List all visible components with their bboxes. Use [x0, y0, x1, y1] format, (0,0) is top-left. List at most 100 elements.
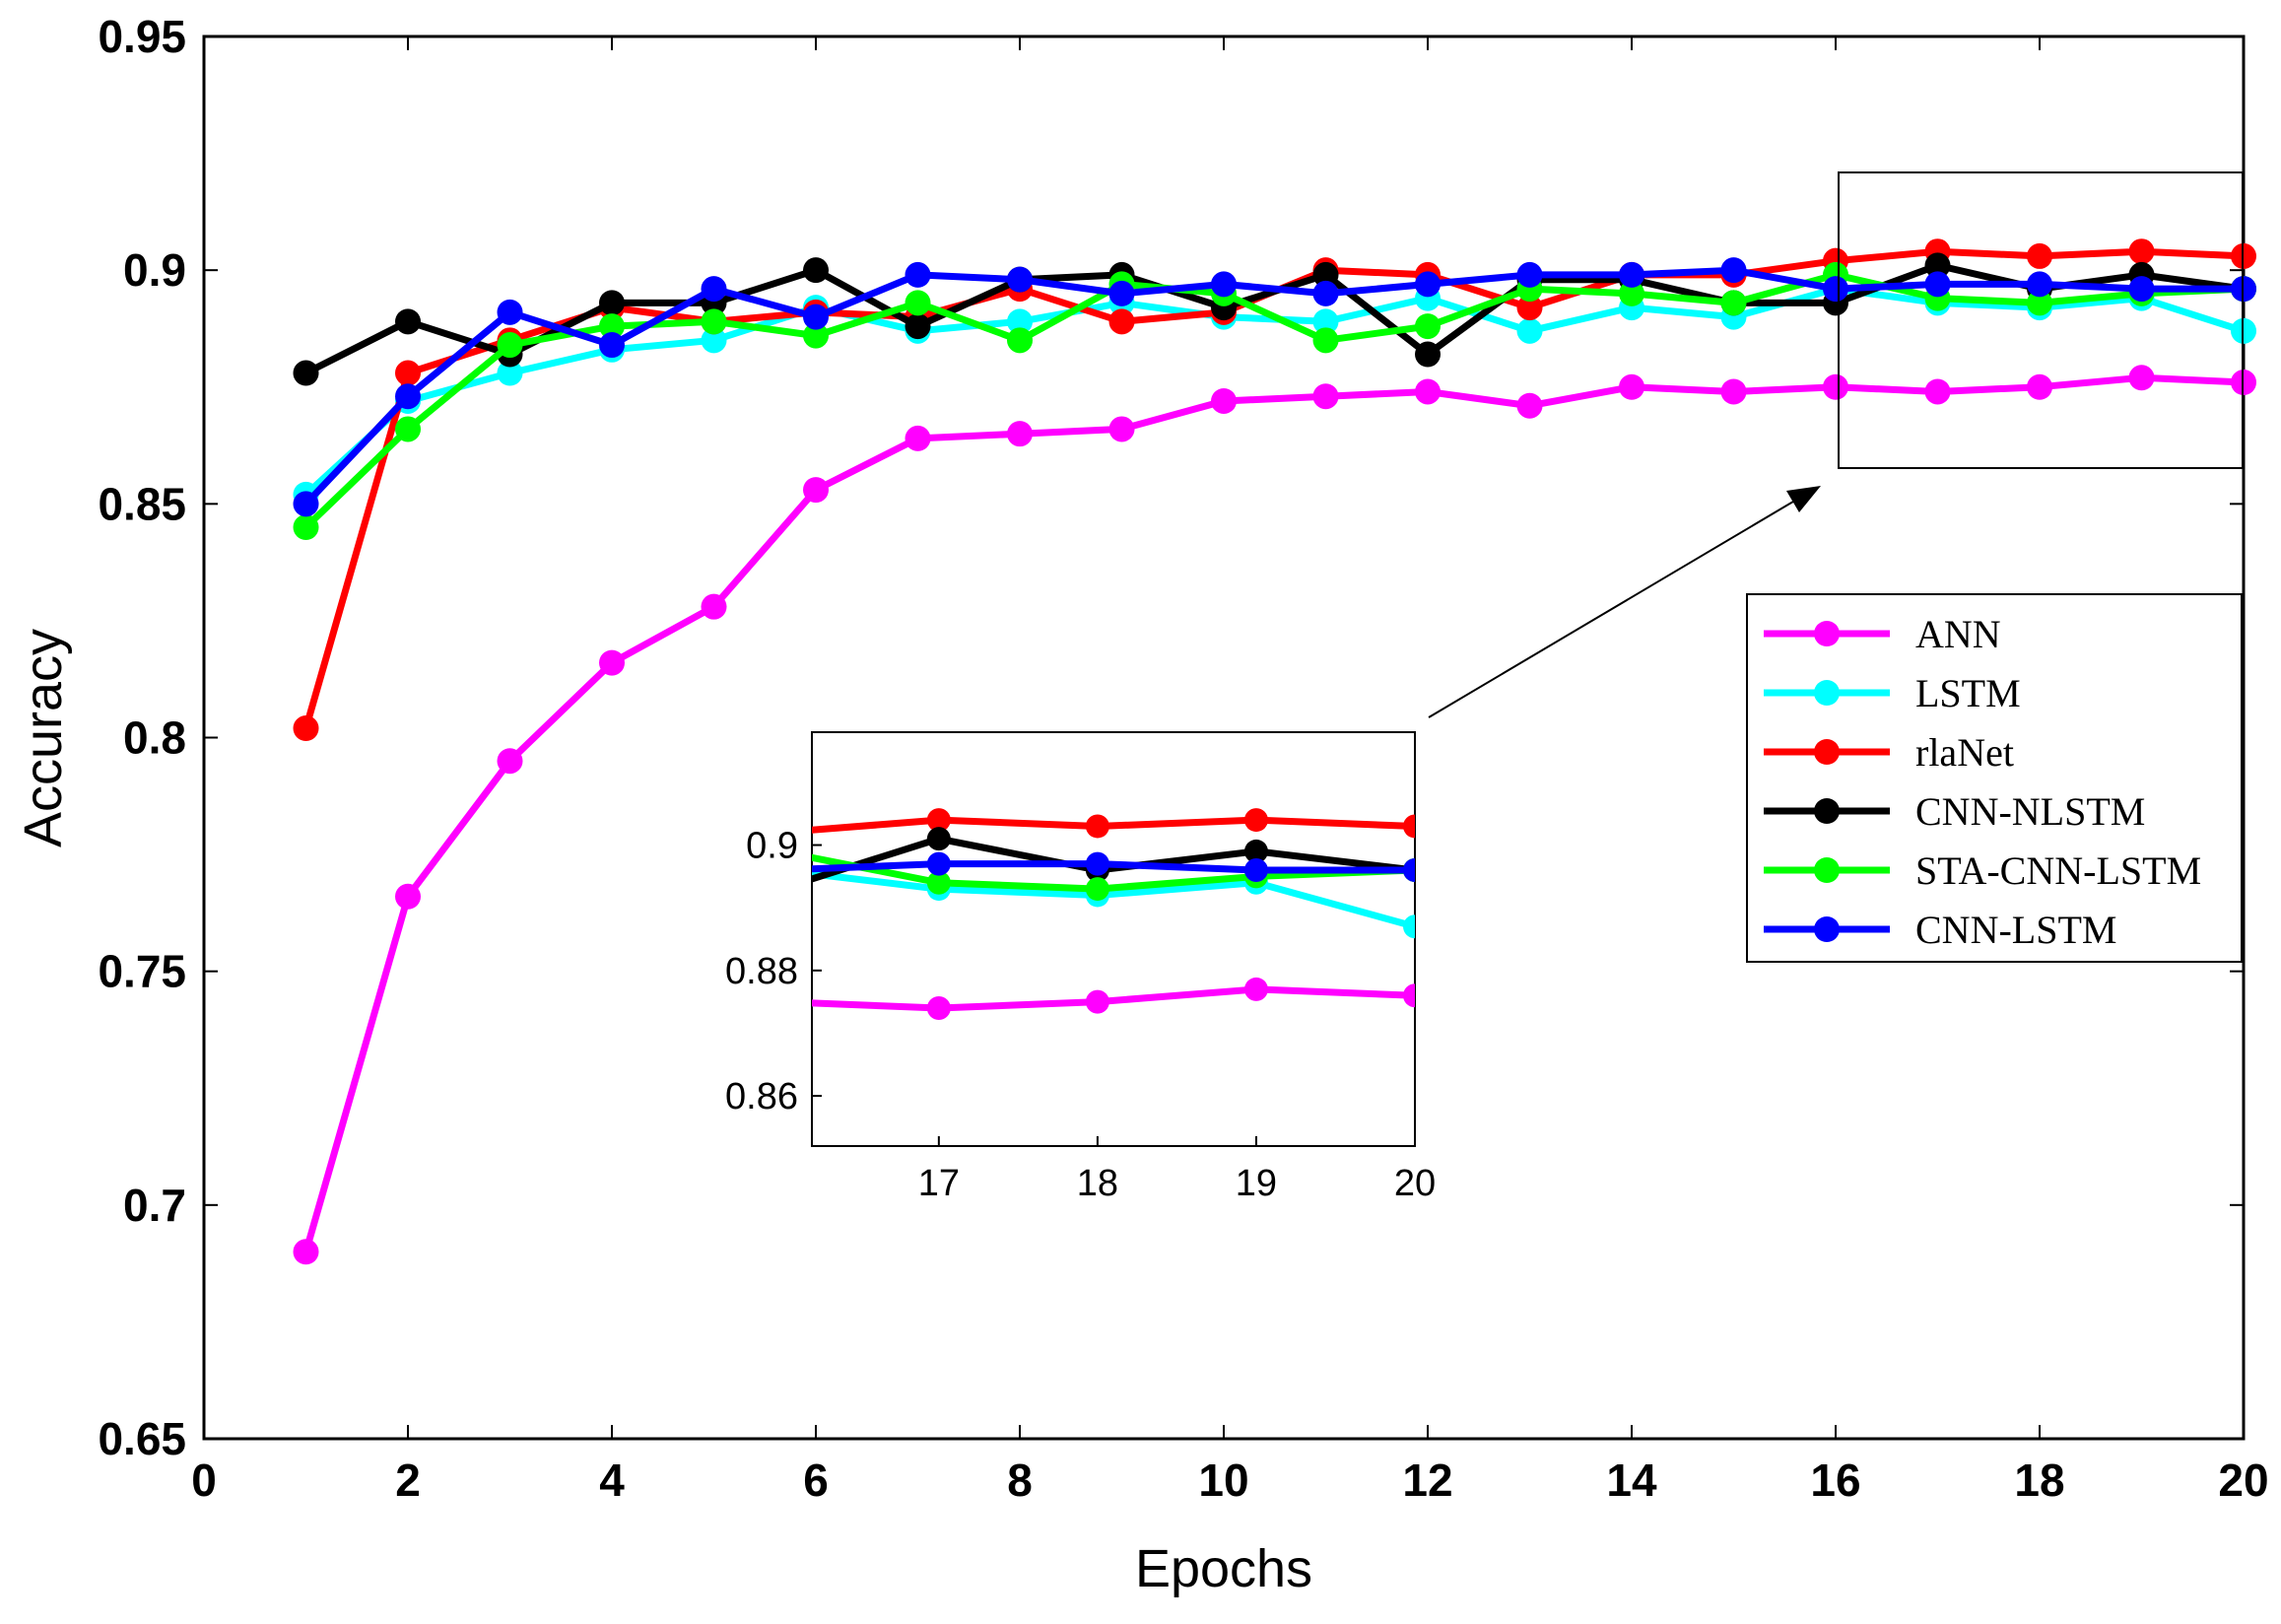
- data-point-sta-cnn-lstm: [1619, 280, 1644, 306]
- data-point-lstm: [497, 360, 523, 386]
- data-point-ann: [1415, 378, 1441, 405]
- data-point-cnn-lstm: [1007, 266, 1033, 293]
- data-point-ann: [1108, 416, 1135, 442]
- data-point-cnn-lstm: [701, 276, 727, 303]
- data-point-sta-cnn-lstm: [497, 332, 523, 359]
- data-point-rlanet: [1516, 295, 1543, 321]
- x-tick-label: 4: [599, 1455, 625, 1506]
- legend-label: CNN-NLSTM: [1915, 789, 2145, 834]
- inset-axis-ticks: 17 18 19 20 0.86 0.88 0.9: [725, 826, 1436, 1204]
- x-tick-label: 18: [2014, 1455, 2064, 1506]
- inset-data-point-ann: [1403, 983, 1415, 1008]
- data-point-cnn-lstm: [1619, 261, 1644, 288]
- data-point-ann: [905, 425, 931, 451]
- inset-data-point-rlanet: [1085, 814, 1109, 839]
- data-point-cnn-lstm: [803, 304, 829, 330]
- inset-data-point-cnn-lstm: [1243, 858, 1268, 882]
- inset-y-tick-label: 0.88: [725, 951, 798, 992]
- data-point-cnn-nlstm: [1415, 341, 1441, 368]
- data-point-cnn-lstm: [395, 383, 421, 410]
- legend-item-sta-cnn-lstm: STA-CNN-LSTM: [1764, 848, 2201, 893]
- data-point-cnn-nlstm: [1924, 252, 1951, 279]
- data-point-sta-cnn-lstm: [1720, 290, 1747, 316]
- data-point-sta-cnn-lstm: [905, 290, 931, 316]
- data-point-cnn-nlstm: [395, 308, 421, 335]
- legend-box: [1746, 593, 2243, 963]
- x-tick-label: 14: [1606, 1455, 1657, 1506]
- inset-data-point-cnn-nlstm: [926, 827, 951, 851]
- series-line-cnn-lstm: [302, 266, 2244, 507]
- inset-x-tick-label: 19: [1236, 1163, 1277, 1204]
- data-point-sta-cnn-lstm: [2027, 290, 2052, 316]
- x-tick-label: 10: [1198, 1455, 1248, 1506]
- data-point-cnn-lstm: [497, 299, 523, 325]
- x-tick-label: 2: [395, 1455, 421, 1506]
- data-point-ann: [599, 649, 625, 676]
- inset-data-point-sta-cnn-lstm: [1085, 877, 1109, 902]
- inset-data-point-ann: [1085, 989, 1109, 1014]
- inset-data-point-rlanet: [1403, 814, 1415, 839]
- x-tick-label: 6: [803, 1455, 829, 1506]
- inset-data-point-cnn-lstm: [926, 851, 951, 876]
- data-point-cnn-lstm: [1108, 280, 1135, 306]
- data-point-cnn-nlstm: [905, 313, 931, 340]
- legend-item-cnn-nlstm: CNN-NLSTM: [1764, 789, 2145, 834]
- data-point-cnn-nlstm: [599, 290, 625, 316]
- legend-marker-ann: [1814, 621, 1840, 646]
- data-point-sta-cnn-lstm: [599, 313, 625, 340]
- data-point-sta-cnn-lstm: [701, 308, 727, 335]
- series-line-sta-cnn-lstm: [303, 271, 2245, 530]
- legend-marker-rlanet: [1814, 739, 1840, 765]
- x-tick-label: 0: [191, 1455, 217, 1506]
- data-point-rlanet: [1108, 308, 1135, 335]
- data-point-cnn-lstm: [1516, 261, 1543, 288]
- data-point-cnn-lstm: [293, 491, 319, 517]
- legend-marker-lstm: [1814, 680, 1840, 706]
- data-point-ann: [1312, 383, 1339, 410]
- data-point-cnn-lstm: [1312, 280, 1339, 306]
- data-point-ann: [497, 748, 523, 775]
- data-point-lstm: [1516, 317, 1543, 344]
- legend: ANN LSTM rlaNet CNN-NLSTM STA-CNN-LSTM CNN-LS…: [1746, 593, 2243, 963]
- data-point-cnn-nlstm: [1312, 261, 1339, 288]
- x-tick-label: 8: [1007, 1455, 1033, 1506]
- legend-item-cnn-lstm: CNN-LSTM: [1764, 908, 2116, 952]
- data-point-sta-cnn-lstm: [1007, 327, 1033, 354]
- zoom-arrow: [1428, 498, 1799, 718]
- data-point-lstm: [701, 327, 727, 354]
- inset-y-tick-label: 0.86: [725, 1076, 798, 1117]
- legend-label: ANN: [1915, 612, 2001, 656]
- legend-label: CNN-LSTM: [1915, 908, 2116, 952]
- data-point-cnn-nlstm: [803, 257, 829, 284]
- data-point-ann: [2027, 373, 2052, 400]
- y-tick-label: 0.75: [98, 946, 186, 997]
- legend-item-ann: ANN: [1764, 612, 2001, 656]
- legend-label: rlaNet: [1915, 730, 2014, 775]
- series-line-ann: [302, 373, 2245, 1253]
- inset-data-point-rlanet: [926, 808, 951, 833]
- y-tick-label: 0.85: [98, 478, 186, 529]
- main-axis-ticks: 0 2 4 6 8 10 12 14 16 18 20 0.65 0.7 0.75 0.8 0.85 0.9 0.…: [98, 11, 2268, 1506]
- data-point-ann: [701, 593, 727, 620]
- legend-marker-sta-cnn-lstm: [1814, 857, 1840, 883]
- data-point-cnn-lstm: [599, 332, 625, 359]
- data-point-ann: [1823, 373, 1848, 400]
- data-point-rlanet: [2128, 238, 2155, 265]
- x-tick-label: 16: [1810, 1455, 1860, 1506]
- legend-marker-cnn-lstm: [1814, 916, 1840, 942]
- legend-label: STA-CNN-LSTM: [1915, 848, 2201, 893]
- inset-series-rlanet: [812, 808, 1415, 839]
- data-point-cnn-lstm: [1415, 271, 1441, 298]
- inset-series-group: [812, 808, 1415, 1020]
- zoom-region-box: [1838, 171, 2244, 469]
- data-point-cnn-lstm: [905, 261, 931, 288]
- data-point-ann: [803, 477, 829, 504]
- inset-data-point-cnn-lstm: [1085, 851, 1109, 876]
- data-point-cnn-lstm: [1720, 257, 1747, 284]
- inset-data-point-sta-cnn-lstm: [926, 870, 951, 895]
- data-point-ann: [1211, 387, 1237, 414]
- y-axis-title: Accuracy: [14, 629, 73, 847]
- data-point-sta-cnn-lstm: [803, 322, 829, 349]
